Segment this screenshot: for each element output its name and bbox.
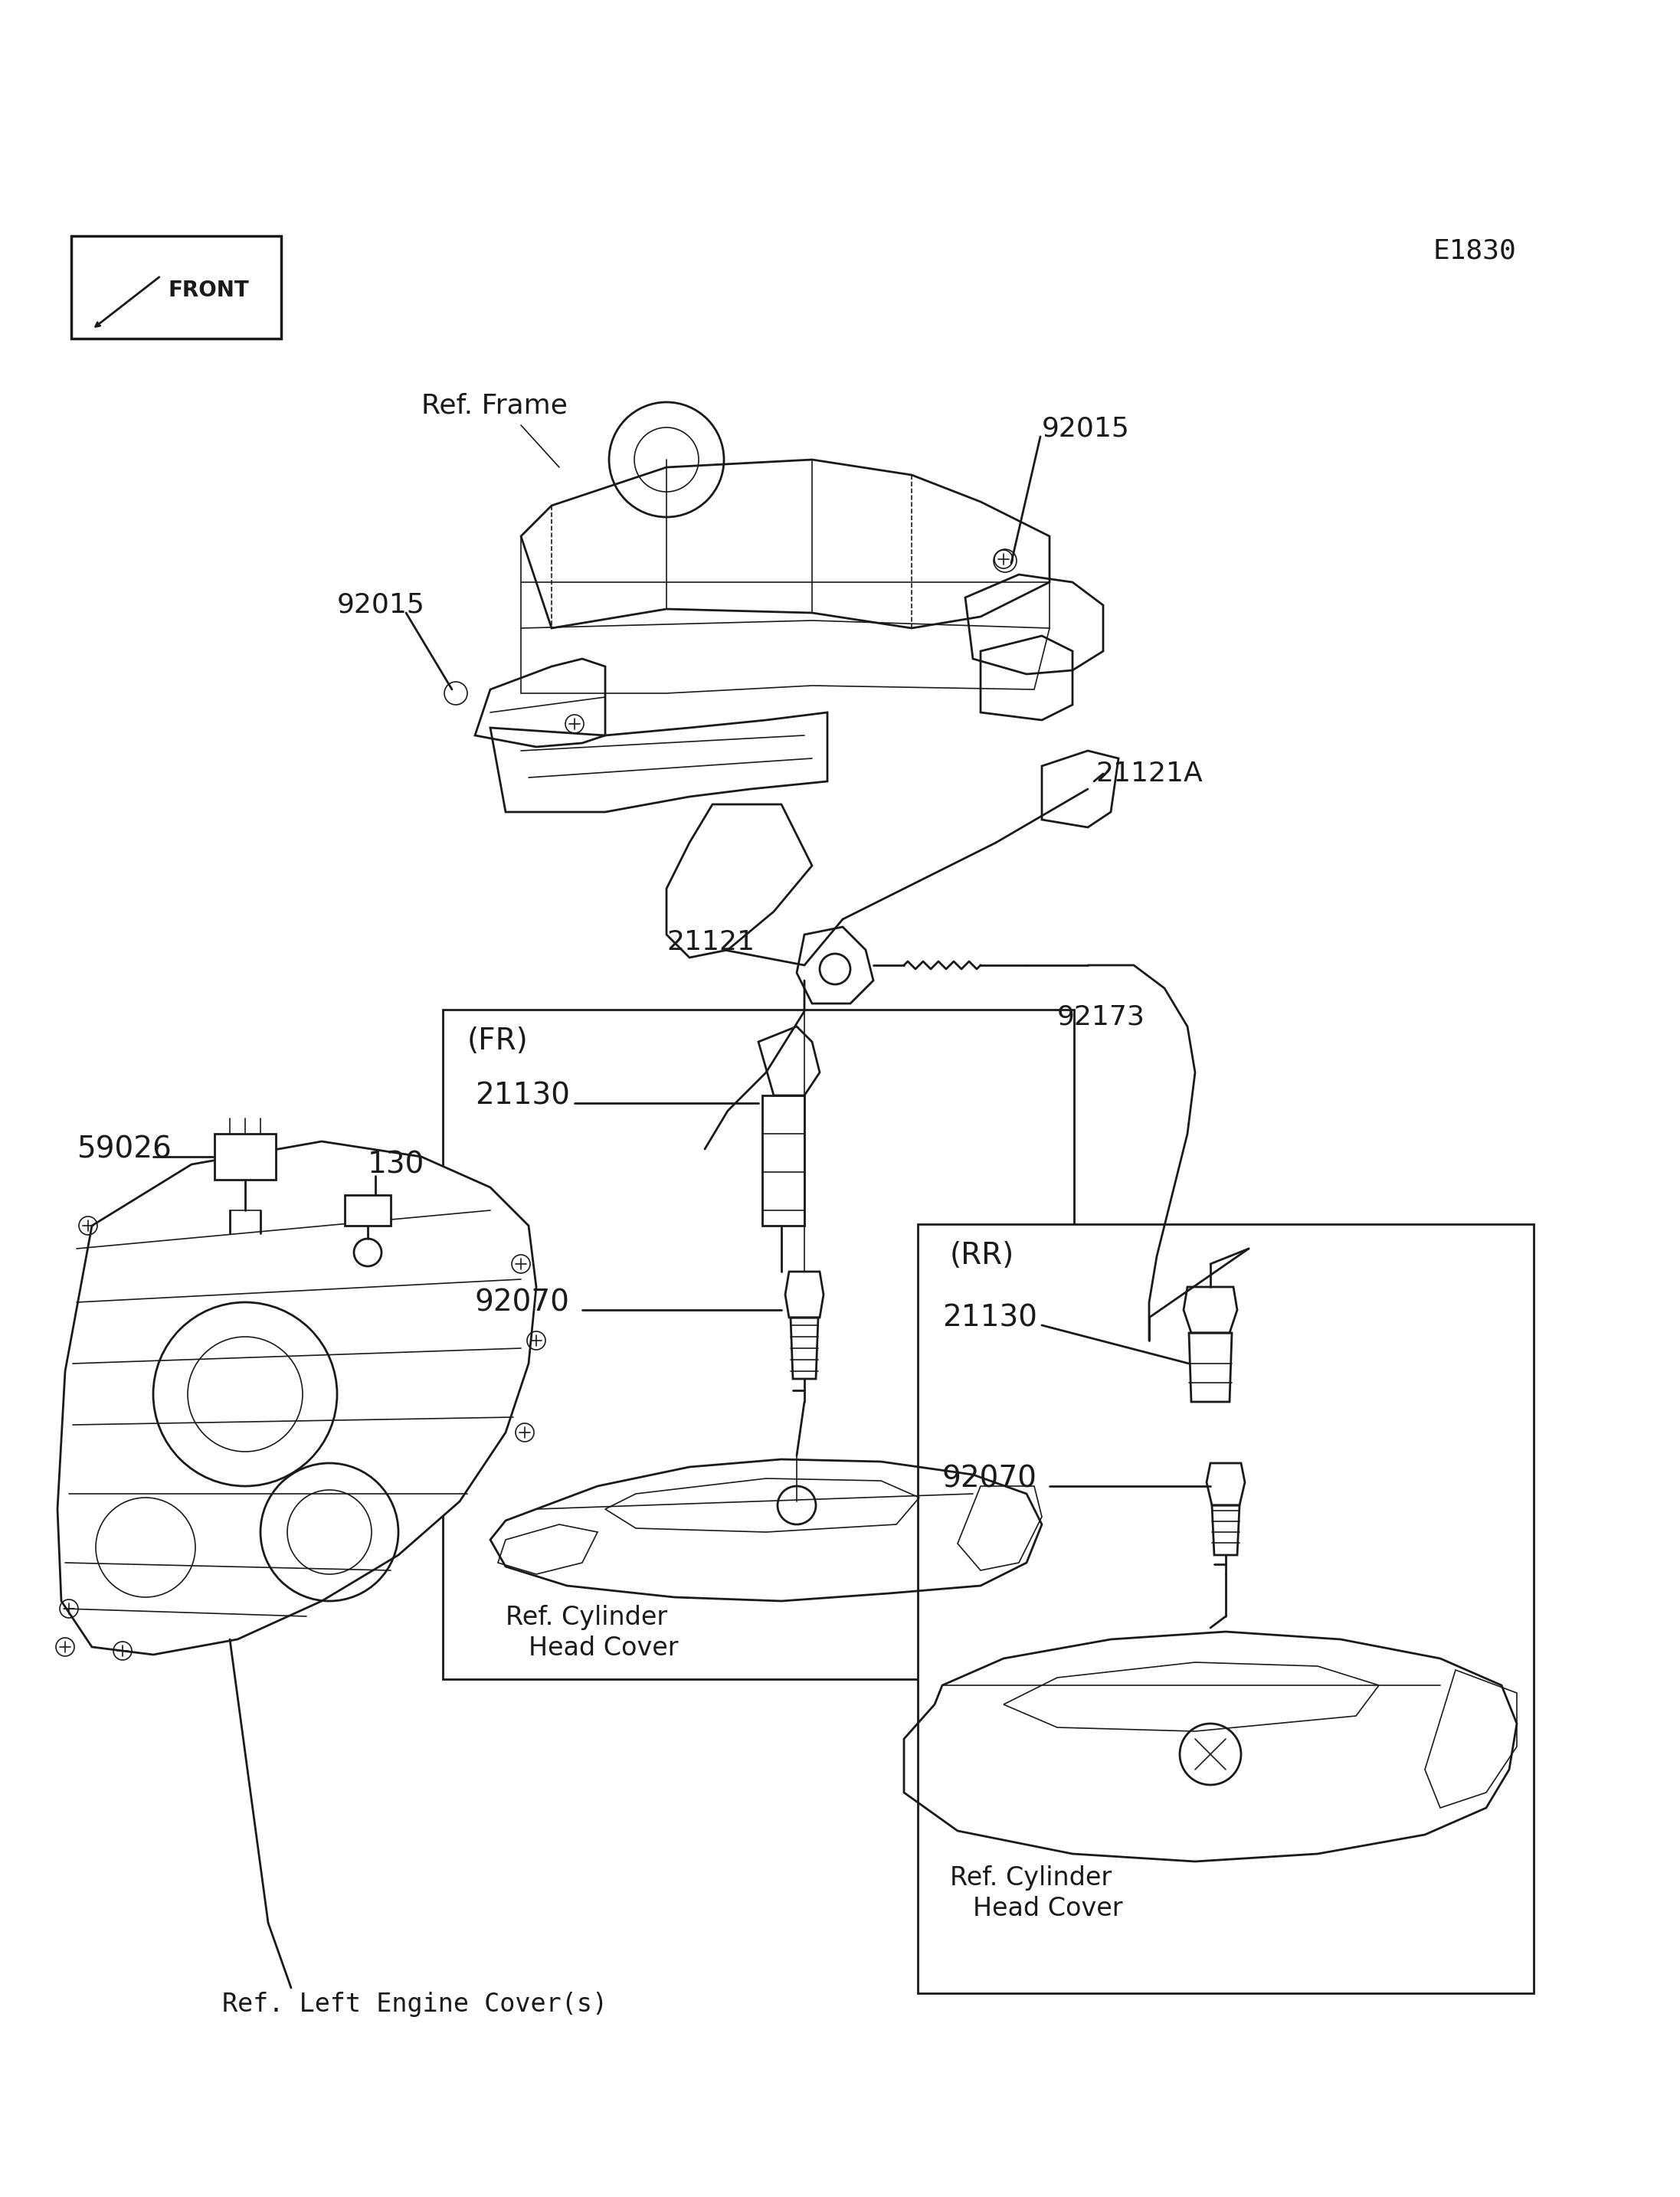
Text: Head Cover: Head Cover <box>529 1635 679 1661</box>
Text: 92070: 92070 <box>475 1287 570 1316</box>
Text: OEM: OEM <box>712 1239 1035 1364</box>
Polygon shape <box>344 1195 391 1226</box>
Text: 130: 130 <box>368 1149 425 1180</box>
Text: 92070: 92070 <box>942 1463 1037 1494</box>
Text: Ref. Cylinder: Ref. Cylinder <box>506 1604 667 1630</box>
FancyBboxPatch shape <box>71 235 281 338</box>
Text: E1830: E1830 <box>1433 237 1515 264</box>
Text: Head Cover: Head Cover <box>973 1896 1122 1920</box>
Text: 21121A: 21121A <box>1095 760 1203 787</box>
Text: (FR): (FR) <box>467 1026 529 1055</box>
Text: FRONT: FRONT <box>168 279 250 301</box>
Text: 21130: 21130 <box>475 1081 570 1109</box>
Polygon shape <box>57 1142 536 1654</box>
Text: 21130: 21130 <box>942 1303 1037 1331</box>
Text: 92173: 92173 <box>1057 1004 1146 1030</box>
Text: 21121: 21121 <box>667 929 754 956</box>
Text: 92015: 92015 <box>338 593 425 617</box>
Text: Ref. Left Engine Cover(s): Ref. Left Engine Cover(s) <box>222 1993 608 2017</box>
FancyBboxPatch shape <box>444 1011 1074 1679</box>
Polygon shape <box>215 1134 276 1180</box>
Text: Ref. Frame: Ref. Frame <box>422 393 568 420</box>
FancyBboxPatch shape <box>917 1224 1534 1993</box>
Text: 92015: 92015 <box>1042 415 1131 442</box>
Text: MOTORPARTS: MOTORPARTS <box>667 1351 1117 1408</box>
Text: Ref. Cylinder: Ref. Cylinder <box>949 1865 1112 1892</box>
Text: 59026: 59026 <box>77 1134 171 1164</box>
Text: (RR): (RR) <box>949 1241 1015 1270</box>
